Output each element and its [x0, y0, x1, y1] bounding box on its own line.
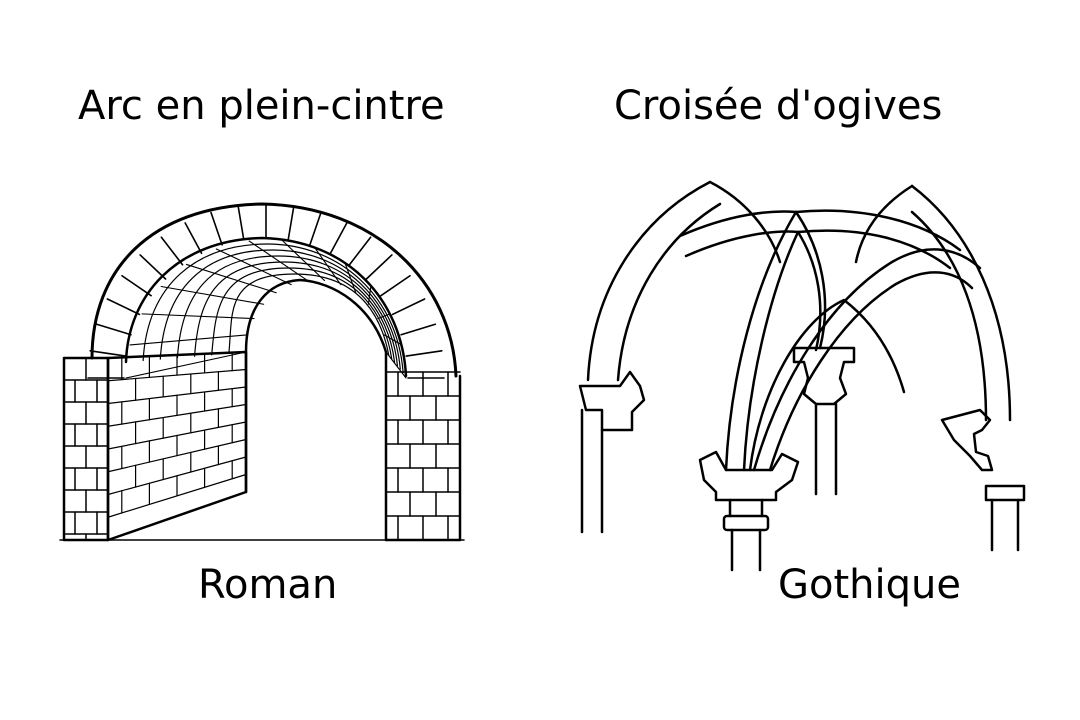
- gothic-right-corbel: [942, 410, 992, 470]
- roman-voussoirs: [88, 204, 444, 378]
- masonry-joint: [97, 324, 131, 335]
- gothic-front-column-ring: [724, 516, 768, 530]
- masonry-joint: [185, 223, 201, 253]
- gothic-transverse-rib-a: [680, 212, 796, 236]
- masonry-joint: [330, 223, 346, 253]
- masonry-joint: [310, 213, 321, 245]
- vault-course: [160, 250, 400, 369]
- roman-right-pier-bricks: [386, 372, 460, 540]
- gothic-rear-capital: [794, 348, 854, 404]
- masonry-joint: [249, 241, 307, 281]
- gothic-rib-vault-illustration: [540, 0, 1080, 720]
- masonry-joint: [366, 255, 391, 279]
- gothic-front-capital: [700, 452, 798, 500]
- masonry-joint: [283, 241, 325, 281]
- masonry-joint: [142, 314, 254, 319]
- roman-panel: Arc en plein-cintre Roman: [0, 0, 540, 720]
- masonry-joint: [288, 206, 294, 240]
- gothic-diagonal-rib-6: [770, 272, 972, 470]
- gothic-diagonal-rib-5: [754, 249, 980, 470]
- masonry-joint: [130, 335, 248, 345]
- masonry-joint: [161, 286, 263, 304]
- masonry-joint: [368, 286, 370, 304]
- roman-inner-wall-bricks: [108, 353, 246, 518]
- masonry-joint: [90, 351, 126, 356]
- roman-left-pier-bricks: [64, 358, 108, 540]
- gothic-right-arch-outer: [912, 186, 1010, 420]
- masonry-joint: [393, 299, 425, 314]
- gothic-left-arch-inner: [618, 204, 720, 380]
- gothic-inner-arch: [750, 300, 904, 470]
- gothic-right-arch-return: [856, 186, 912, 262]
- masonry-joint: [401, 324, 435, 335]
- gothic-diagonal-rib-3: [796, 212, 825, 348]
- gothic-transverse-rib-d: [798, 231, 950, 268]
- gothic-diagonal-rib-4: [798, 232, 820, 350]
- roman-rear-arch: [246, 280, 386, 492]
- vault-course: [195, 262, 395, 362]
- gothic-title: Croisée d'ogives: [614, 83, 943, 129]
- masonry-joint: [107, 299, 139, 314]
- masonry-joint: [122, 276, 151, 296]
- masonry-joint: [378, 314, 390, 319]
- gothic-transverse-rib-c: [796, 211, 960, 250]
- masonry-joint: [316, 249, 341, 285]
- vault-course: [143, 244, 403, 373]
- masonry-joint: [216, 249, 291, 285]
- masonry-joint: [406, 351, 442, 356]
- gothic-diagonal-rib-1: [726, 212, 796, 470]
- roman-outer-arch: [92, 204, 456, 376]
- masonry-joint: [126, 352, 246, 378]
- masonry-joint: [346, 264, 356, 292]
- roman-inner-arch-front: [126, 238, 406, 376]
- masonry-joint: [381, 276, 410, 296]
- gothic-transverse-rib-b: [686, 232, 798, 256]
- gothic-left-arch-outer: [588, 182, 710, 380]
- roman-vault-courses: [126, 241, 406, 378]
- vault-course: [177, 256, 397, 366]
- gothic-diagonal-rib-2: [744, 232, 798, 470]
- masonry-joint: [386, 352, 406, 378]
- gothic-panel: Croisée d'ogives: [540, 0, 1080, 720]
- masonry-joint: [384, 335, 402, 345]
- masonry-joint: [161, 237, 182, 265]
- roman-title: Arc en plein-cintre: [78, 83, 445, 129]
- roman-label: Roman: [198, 562, 338, 608]
- gothic-label: Gothique: [778, 562, 961, 608]
- masonry-joint: [349, 237, 370, 265]
- gothic-right-column-ring: [986, 486, 1024, 500]
- masonry-joint: [211, 213, 222, 245]
- gothic-right-arch-inner: [912, 212, 986, 420]
- roman-arch-illustration: [0, 0, 540, 720]
- masonry-joint: [238, 206, 244, 240]
- masonry-joint: [186, 264, 276, 292]
- gothic-left-capital: [580, 372, 644, 430]
- masonry-joint: [140, 255, 165, 279]
